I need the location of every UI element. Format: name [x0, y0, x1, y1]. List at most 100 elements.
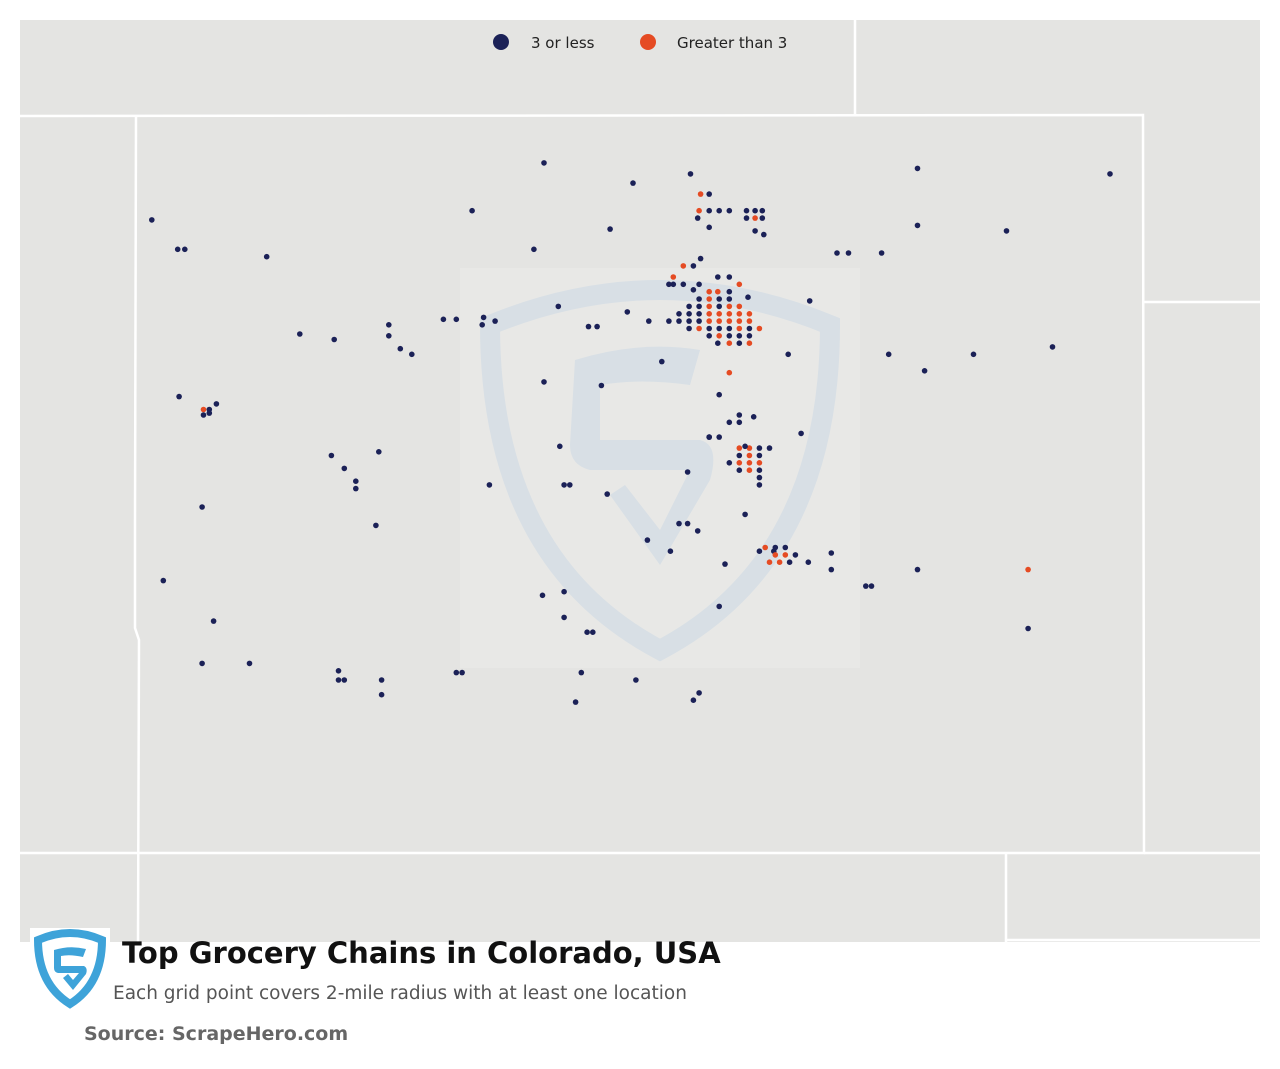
location-point-low [376, 449, 382, 455]
location-point-low [624, 309, 631, 315]
location-point-low [200, 412, 207, 418]
location-point-high [696, 207, 702, 214]
location-point-low [696, 303, 702, 310]
location-point-low [785, 351, 791, 358]
location-point-high [1025, 566, 1031, 573]
location-point-low [726, 419, 733, 426]
scrapehero-watermark-icon [460, 268, 860, 668]
location-point-low [828, 566, 835, 573]
source-credit: Source: ScrapeHero.com [84, 1023, 349, 1045]
location-point-low [845, 250, 852, 256]
location-point-high [772, 552, 779, 558]
location-point-low [716, 303, 722, 310]
location-point-low [885, 351, 892, 358]
location-point-low [696, 318, 702, 324]
location-point-low [742, 511, 748, 518]
scrapehero-shield-icon [30, 928, 110, 1010]
location-point-low [726, 207, 733, 214]
location-point-low [492, 318, 498, 324]
location-point-low [176, 393, 182, 400]
location-point-low [761, 231, 767, 238]
location-point-low [555, 303, 562, 310]
location-point-low [726, 325, 733, 332]
location-point-high [716, 318, 722, 324]
location-point-low [341, 677, 348, 683]
location-point-low [386, 333, 392, 339]
location-point-low [246, 660, 253, 667]
location-point-low [1049, 344, 1056, 350]
location-point-low [353, 478, 359, 485]
location-point-low [914, 566, 921, 573]
location-point-low [561, 614, 567, 621]
location-point-low [786, 559, 793, 565]
location-point-low [736, 340, 743, 347]
location-point-low [726, 274, 733, 280]
page-title: Top Grocery Chains in Colorado, USA [122, 936, 721, 970]
location-point-low [745, 294, 751, 301]
legend-label-low: 3 or less [531, 34, 595, 52]
location-point-high [736, 311, 743, 317]
location-point-low [149, 217, 155, 223]
location-point-high [200, 406, 207, 413]
location-point-high [736, 445, 743, 451]
location-point-high [746, 340, 753, 347]
subtitle: Each grid point covers 2-mile radius wit… [113, 983, 687, 1004]
location-point-low [469, 207, 475, 214]
location-point-low [694, 215, 701, 221]
location-point-low [970, 351, 977, 358]
location-point-low [335, 677, 342, 683]
location-point-low [213, 401, 220, 407]
location-point-low [590, 629, 596, 635]
location-point-low [341, 465, 348, 472]
location-point-low [567, 482, 573, 488]
location-point-low [676, 318, 682, 324]
location-point-low [666, 281, 672, 288]
location-point-low [210, 618, 217, 624]
location-point-low [594, 323, 600, 330]
location-point-high [736, 303, 743, 310]
location-point-low [633, 677, 639, 683]
legend-marker-low [493, 34, 509, 50]
location-point-low [1107, 171, 1113, 177]
location-point-high [736, 318, 743, 324]
location-point-high [746, 467, 753, 474]
location-point-low [756, 452, 763, 459]
location-point-low [696, 311, 702, 317]
location-point-high [716, 311, 722, 317]
location-point-low [397, 345, 404, 352]
location-point-low [706, 191, 712, 197]
location-point-low [806, 298, 813, 304]
location-point-high [670, 274, 677, 280]
location-point-low [697, 255, 704, 262]
location-point-low [696, 281, 702, 288]
location-point-low [726, 333, 733, 339]
location-point-low [752, 228, 758, 234]
location-point-low [863, 583, 869, 589]
location-point-high [726, 318, 733, 324]
location-point-low [1003, 228, 1010, 234]
location-point-low [716, 296, 722, 302]
location-point-low [782, 544, 789, 551]
location-point-low [561, 482, 567, 488]
location-point-high [736, 460, 743, 466]
location-point-high [715, 288, 721, 295]
location-point-low [752, 207, 758, 214]
location-points [149, 160, 1113, 705]
location-point-low [644, 537, 651, 543]
location-point-low [531, 246, 537, 253]
location-point-low [726, 296, 733, 302]
location-point-low [686, 325, 692, 332]
location-point-low [328, 452, 335, 459]
location-point-low [604, 491, 610, 497]
location-point-low [743, 215, 750, 221]
location-point-high [746, 311, 753, 317]
location-point-low [690, 287, 697, 293]
location-point-high [706, 288, 712, 295]
location-point-low [687, 171, 694, 177]
legend-marker-high [640, 34, 656, 50]
location-point-low [746, 333, 753, 339]
location-point-high [782, 552, 789, 558]
location-point-low [716, 325, 722, 332]
location-point-low [684, 469, 691, 475]
location-point-high [726, 311, 733, 317]
